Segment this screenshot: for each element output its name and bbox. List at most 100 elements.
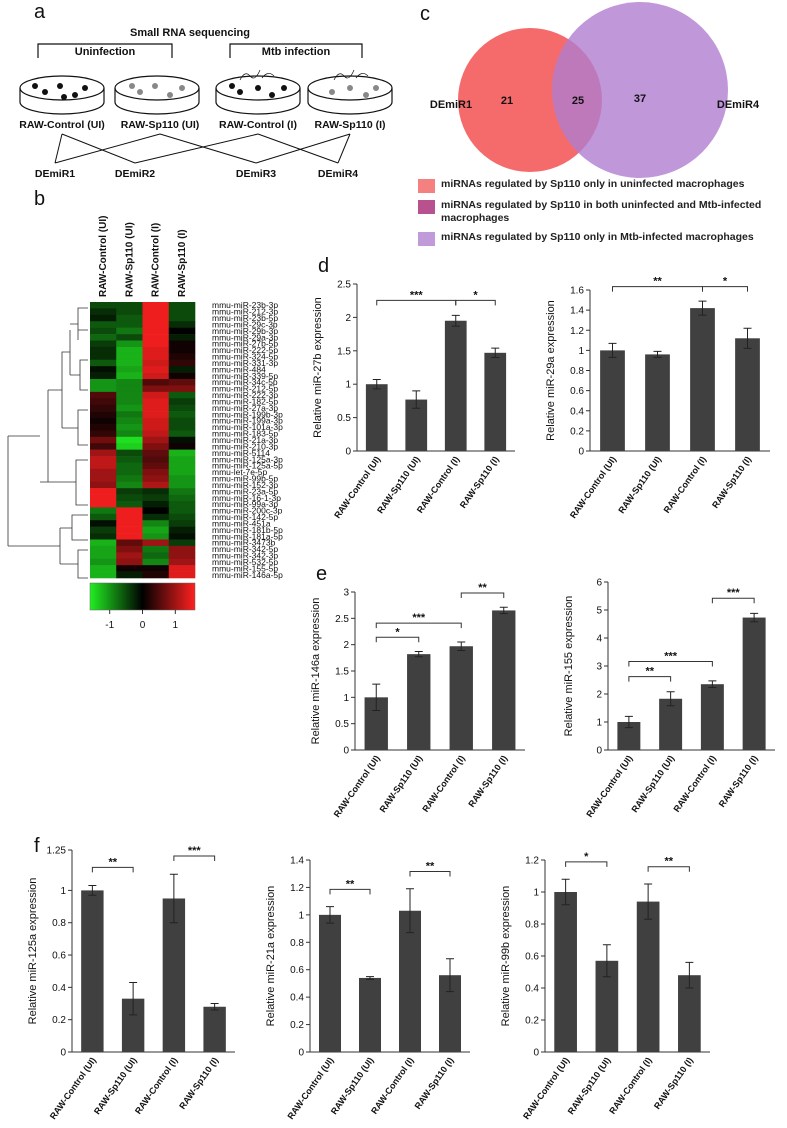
x-tick-label: RAW-Control (UI) [584,753,634,819]
heatmap-cell [90,308,117,316]
heatmap-cell [168,552,196,560]
heatmap-cell [116,391,143,399]
bar [636,901,660,1052]
error-bar [624,715,633,729]
panel-label: a [34,1,46,23]
significance-bracket [173,855,216,862]
heatmap-cell [142,385,170,393]
x-tick-label: RAW-Control (UI) [285,1055,335,1121]
significance-label: *** [727,587,741,599]
error-bar [750,612,759,623]
heatmap-cell [168,411,196,418]
heatmap-cell [116,366,143,373]
column-label: RAW-Sp110 (UI) [124,222,135,297]
heatmap-cell [142,334,170,341]
column-label: RAW-Control (UI) [98,216,109,297]
heatmap-cell [90,417,117,425]
set-label: DEmiR4 [717,99,760,111]
legend-swatch [418,179,435,193]
heatmap-cell [90,468,117,476]
error-bar [372,683,381,711]
y-tick-label: 1.2 [570,326,584,337]
bar [492,610,516,750]
row-label: mmu-miR-210-3p [212,441,278,451]
x-tick-label: RAW-Control (I) [133,1055,180,1115]
error-bar [499,606,508,615]
error-bar [561,878,570,906]
heatmap-cell [90,507,117,515]
colorbar-tick-label: 0 [140,620,146,631]
row-label: mmu-miR-212-5p [212,384,278,394]
heatmap-cell [168,475,196,483]
bracket [37,43,173,58]
y-tick-label: 2 [343,640,349,651]
x-tick-label: RAW-Control (I) [415,454,462,514]
significance-bracket [628,661,713,667]
significance-label: * [723,276,728,288]
heatmap-cell [168,558,196,566]
bar [600,350,625,451]
y-tick-label: 0 [578,447,584,458]
heatmap-cell [168,533,196,540]
heatmap-cell [116,340,143,348]
error-bar [653,350,662,358]
heatmap-cell [142,513,170,521]
heatmap-cell [90,565,117,572]
heatmap-cell [90,475,117,483]
bar [399,910,421,1052]
heatmap-cell [116,449,143,457]
row-label: mmu-miR-101a-3p [212,422,283,432]
bar [439,975,461,1052]
heatmap-cell [142,481,170,489]
y-axis-label: Relative miR-146a expression [310,598,322,745]
y-axis-label: Relative miR-99b expression [500,886,512,1027]
heatmap-cell [90,494,117,502]
heatmap-cell [90,379,117,386]
sample-label: RAW-Control (UI) [19,119,105,131]
row-label: mmu-miR-339-5p [212,371,278,381]
row-label: mmu-miR-16-1-3p [212,493,281,503]
y-tick-label: 0.2 [290,1020,304,1031]
row-label: mmu-miR-21a-3p [212,435,278,445]
diagram: Small RNA sequencing Uninfection Mtb inf… [19,27,393,180]
heatmap-cell [90,385,117,393]
heatmap-cell [168,398,196,405]
heatmap-cell [142,558,170,566]
row-label: mmu-miR-29c-3p [212,319,278,329]
significance-bracket [375,622,462,629]
heatmap-cell [168,462,196,470]
x-tick-label: RAW-Sp110 (I) [458,454,501,510]
heatmap-cell [116,327,143,335]
heatmap-cell [116,302,143,309]
comparison-label: DEmiR3 [236,168,276,180]
heatmap-cell [168,346,196,354]
error-bar [446,958,454,993]
heatmap-cell [168,334,196,341]
y-tick-label: 0.8 [52,918,66,929]
error-bar [406,888,414,934]
y-tick-label: 0.4 [52,983,66,994]
heatmap-cell [90,398,117,405]
y-tick-label: 1 [345,380,351,391]
x-tick-label: RAW-Sp110 (UI) [375,454,422,515]
significance-bracket [329,888,371,895]
heatmap-cell [116,552,143,560]
row-label: mmu-miR-142-5p [212,512,278,522]
heatmap-cell [90,411,117,418]
panel-label: f [34,835,40,857]
row-label: mmu-miR-27b-5p [212,339,278,349]
heatmap-cell [116,500,143,508]
heatmap-cell [90,366,117,373]
heatmap-cell [90,443,117,450]
comparison-label: DEmiR2 [115,168,155,180]
y-tick-label: 5 [596,606,602,617]
error-bar [608,342,617,358]
heatmap-cell [90,334,117,341]
significance-bracket [565,861,608,867]
row-label: mmu-miR-23b-5p [212,313,278,323]
heatmap-cell [142,488,170,495]
heatmap-cell [90,404,117,412]
heatmap-cell [90,539,117,547]
y-tick-label: 0 [345,447,351,458]
